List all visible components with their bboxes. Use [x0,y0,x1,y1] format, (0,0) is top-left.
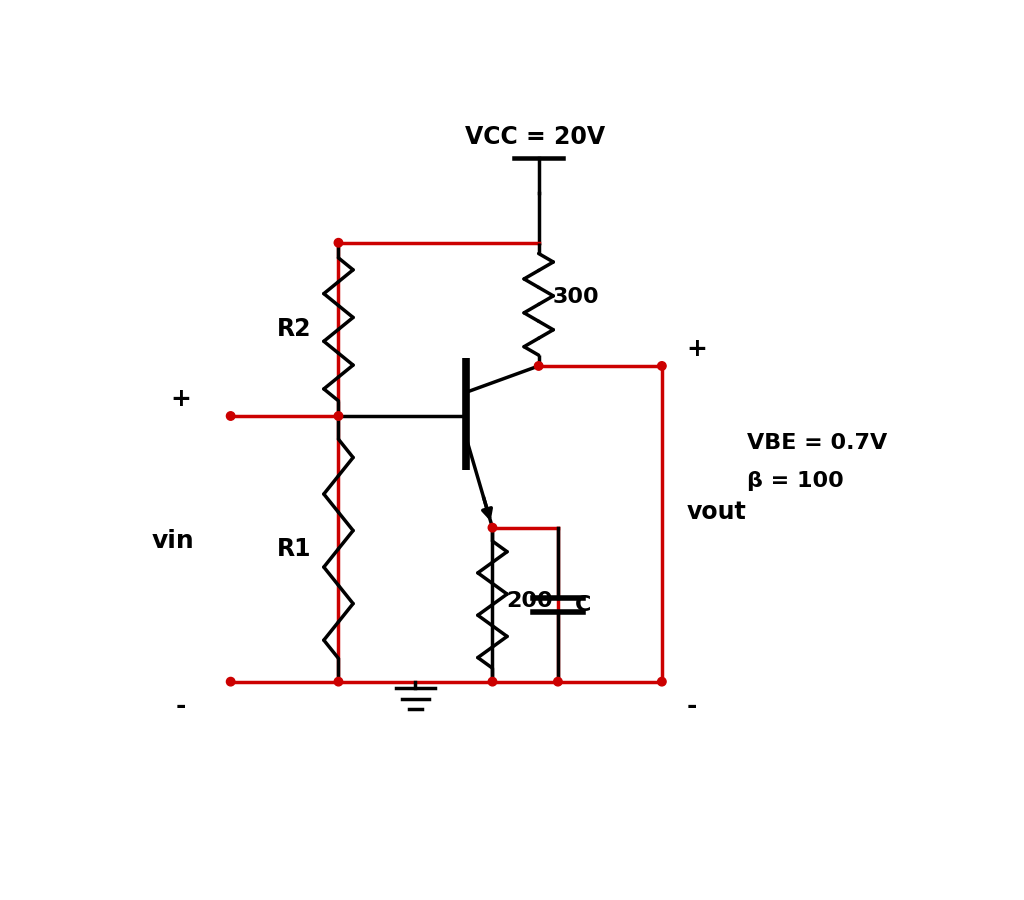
Circle shape [554,678,562,686]
Text: C: C [574,595,591,615]
Text: R1: R1 [278,536,311,561]
Circle shape [334,412,343,420]
Text: VCC = 20V: VCC = 20V [465,125,605,148]
Circle shape [657,362,666,370]
Circle shape [488,524,497,532]
Text: β = 100: β = 100 [746,472,844,491]
Circle shape [657,678,666,686]
Text: 300: 300 [553,287,599,307]
Text: R2: R2 [278,318,311,341]
Circle shape [488,678,497,686]
Circle shape [334,678,343,686]
Text: -: - [175,694,185,718]
Text: vout: vout [686,500,746,524]
Circle shape [226,678,234,686]
Circle shape [535,362,543,370]
Text: vin: vin [152,529,195,554]
Text: +: + [686,337,708,361]
Text: -: - [686,694,697,718]
Text: +: + [170,387,191,411]
Text: 200: 200 [506,590,553,611]
Text: VBE = 0.7V: VBE = 0.7V [746,433,887,453]
Circle shape [334,238,343,247]
Circle shape [226,412,234,420]
